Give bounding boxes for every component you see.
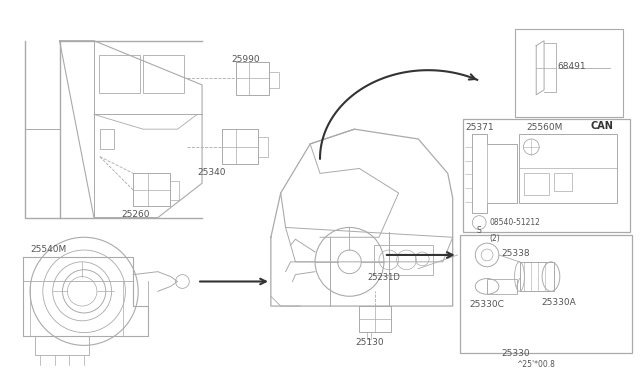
Text: 25260: 25260 (122, 210, 150, 219)
Bar (100, 129, 114, 149)
Text: 25540M: 25540M (30, 245, 67, 254)
Text: 25330: 25330 (502, 349, 531, 358)
Text: 25340: 25340 (197, 169, 226, 177)
Bar (554, 173, 572, 191)
Text: 25371: 25371 (465, 123, 494, 132)
Bar (487, 279, 516, 294)
Bar (359, 306, 391, 331)
Text: ^25'*00.8: ^25'*00.8 (516, 360, 556, 369)
Text: 25330A: 25330A (541, 298, 576, 307)
Bar (515, 29, 623, 117)
Text: 25231D: 25231D (367, 273, 400, 282)
Text: S: S (476, 227, 481, 235)
Text: 08540-51212: 08540-51212 (489, 218, 540, 227)
Text: 25130: 25130 (355, 337, 384, 346)
Text: 25990: 25990 (232, 55, 260, 64)
Text: CAN: CAN (590, 121, 613, 131)
Bar (518, 134, 617, 203)
Bar (374, 245, 433, 275)
Bar (143, 55, 184, 93)
Text: 25330C: 25330C (469, 300, 504, 309)
Text: 25560M: 25560M (526, 123, 563, 132)
Text: 68491: 68491 (558, 62, 586, 71)
Bar (99, 55, 140, 93)
Bar (520, 262, 554, 291)
Bar (460, 235, 632, 353)
Text: 25338: 25338 (502, 249, 531, 258)
Text: (2): (2) (489, 234, 500, 243)
Bar (524, 173, 549, 195)
Bar (463, 119, 630, 232)
